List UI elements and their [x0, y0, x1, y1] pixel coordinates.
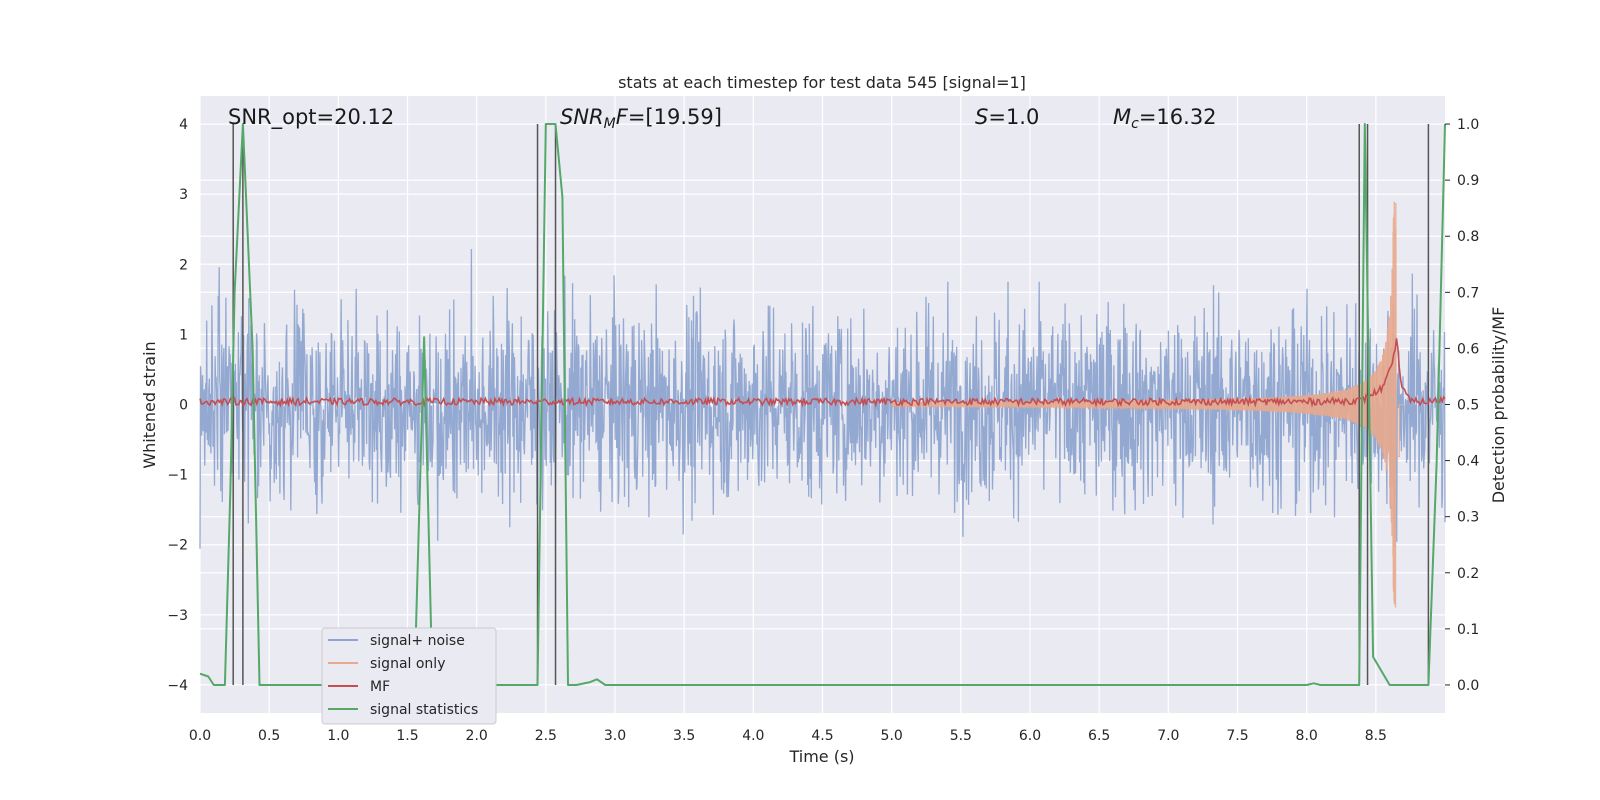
line-signal-noise — [199, 248, 1446, 549]
annotation-s: S=1.0 — [975, 105, 1039, 129]
line-signal-only — [891, 201, 1404, 608]
chart-title: stats at each timestep for test data 545… — [618, 73, 1026, 92]
y-left-tick-label: 3 — [179, 187, 188, 203]
x-tick-label: 8.0 — [1296, 728, 1318, 744]
x-tick-label: 2.5 — [535, 728, 557, 744]
x-tick-label: 7.5 — [1226, 728, 1248, 744]
series-signal-statistics — [199, 123, 1446, 686]
x-tick-label: 4.5 — [811, 728, 833, 744]
x-tick-label: 1.0 — [327, 728, 349, 744]
y-right-tick-label: 0.2 — [1457, 566, 1479, 582]
legend-label: signal statistics — [370, 702, 478, 718]
series-signal-noise — [199, 248, 1446, 549]
y-right-tick-label: 0.7 — [1457, 285, 1479, 301]
x-tick-label: 7.0 — [1157, 728, 1179, 744]
y-right-axis-label: Detection probability/MF — [1489, 307, 1508, 504]
y-left-tick-label: −3 — [167, 608, 188, 624]
y-left-tick-label: −1 — [167, 468, 188, 484]
line-mf — [199, 338, 1446, 409]
legend-label: MF — [370, 679, 390, 695]
y-right-tick-label: 0.9 — [1457, 173, 1479, 189]
annotation-mc: Mc=16.32 — [1113, 105, 1217, 132]
series-mf — [199, 338, 1446, 409]
x-axis-ticks: 0.0 0.5 1.0 1.5 2.0 2.5 3.0 3.5 4.0 4.5 5.0 5.5 6.0 6… — [189, 728, 1387, 744]
y-right-tick-label: 0.3 — [1457, 510, 1479, 526]
y-right-tick-label: 0.1 — [1457, 622, 1479, 638]
x-tick-label: 0.5 — [258, 728, 280, 744]
x-tick-label: 6.0 — [1019, 728, 1041, 744]
x-tick-label: 8.5 — [1365, 728, 1387, 744]
annotation-snr-opt: SNR_opt=20.12 — [228, 105, 394, 130]
y-right-tick-label: 0.8 — [1457, 229, 1479, 245]
y-left-tick-label: 0 — [179, 398, 188, 414]
y-left-tick-label: 1 — [179, 327, 188, 343]
y-left-tick-label: 2 — [179, 257, 188, 273]
x-tick-label: 2.0 — [466, 728, 488, 744]
x-axis-label: Time (s) — [788, 747, 854, 766]
x-tick-label: 0.0 — [189, 728, 211, 744]
x-tick-label: 3.0 — [604, 728, 626, 744]
x-tick-label: 1.5 — [396, 728, 418, 744]
y-right-tick-label: 0.5 — [1457, 398, 1479, 414]
x-tick-label: 4.0 — [742, 728, 764, 744]
annotations: SNR_opt=20.12 SNRMF=[19.59] S=1.0 Mc=16.… — [228, 105, 1217, 132]
legend-label: signal+ noise — [370, 633, 465, 649]
y-left-axis-label: Whitened strain — [140, 341, 159, 468]
legend-box — [321, 627, 497, 725]
y-left-tick-label: 4 — [179, 117, 188, 133]
series-signal-only — [891, 201, 1404, 608]
y-right-tick-label: 1.0 — [1457, 117, 1479, 133]
y-left-tick-label: −4 — [167, 678, 188, 694]
x-tick-label: 6.5 — [1088, 728, 1110, 744]
legend: signal+ noise signal only MF signal statist… — [321, 627, 497, 725]
x-tick-label: 3.5 — [673, 728, 695, 744]
y-right-tick-label: 0.0 — [1457, 678, 1479, 694]
x-tick-label: 5.5 — [950, 728, 972, 744]
line-signal-statistics — [199, 123, 1446, 686]
legend-label: signal only — [370, 656, 445, 672]
x-tick-label: 5.0 — [881, 728, 903, 744]
y-right-tick-label: 0.6 — [1457, 341, 1479, 357]
annotation-snr-mf: SNRMF=[19.59] — [560, 105, 722, 132]
y-left-axis-ticks: −4 −3 −2 −1 0 1 2 3 4 — [167, 117, 188, 694]
y-right-axis-ticks: 0.0 0.1 0.2 0.3 0.4 0.5 0.6 0.7 0.8 0.9 1.0 — [1445, 117, 1479, 694]
y-right-tick-label: 0.4 — [1457, 454, 1479, 470]
y-left-tick-label: −2 — [167, 538, 188, 554]
